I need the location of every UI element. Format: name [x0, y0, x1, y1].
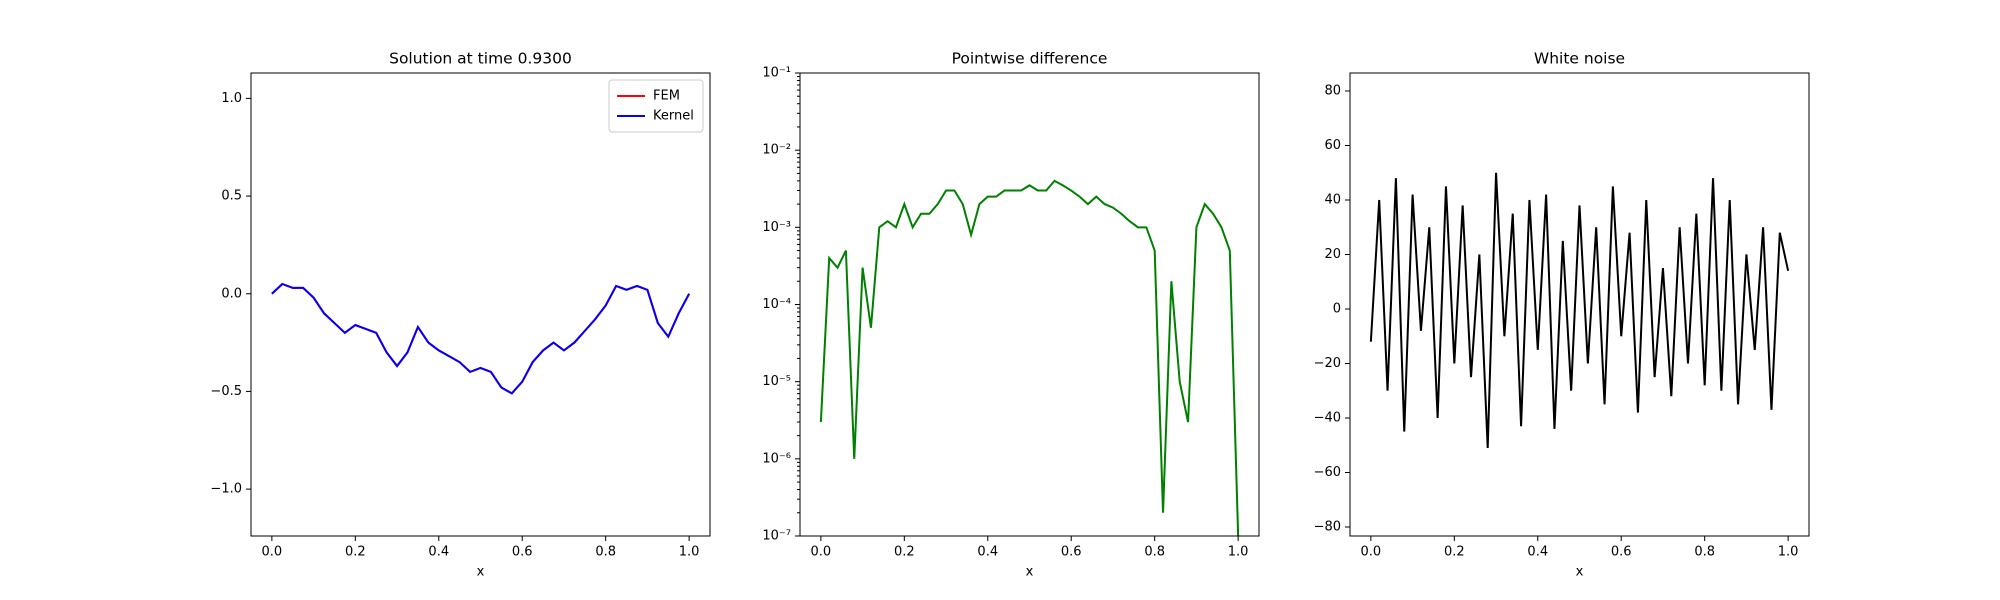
x-tick-label: 1.0: [679, 545, 700, 560]
y-tick-label: −80: [1314, 520, 1341, 535]
y-tick-label: −40: [1314, 411, 1341, 426]
y-tick-label: 20: [1324, 247, 1341, 262]
x-tick-label: 0.6: [1611, 545, 1632, 560]
x-axis-label: x: [477, 565, 485, 580]
x-axis-label: x: [1026, 565, 1034, 580]
y-tick-label: 10⁻¹: [762, 66, 791, 81]
y-tick-label: 10⁻⁶: [762, 451, 791, 466]
data-line: [1369, 172, 1790, 449]
x-tick-label: 1.0: [1778, 545, 1799, 560]
axes-frame: [799, 72, 1260, 537]
y-tick-label: 40: [1324, 192, 1341, 207]
y-tick-label: 0.5: [221, 189, 242, 204]
legend-label: Kernel: [653, 109, 694, 124]
y-tick-label: 80: [1324, 83, 1341, 98]
legend-label: FEM: [653, 89, 680, 104]
chart-title: White noise: [1534, 50, 1625, 68]
y-tick-label: 10⁻²: [762, 143, 791, 158]
x-tick-label: 0.8: [595, 545, 616, 560]
x-tick-label: 0.2: [1444, 545, 1465, 560]
y-tick-label: −60: [1314, 465, 1341, 480]
legend-box: [608, 79, 704, 133]
x-tick-label: 0.4: [428, 545, 449, 560]
y-tick-label: −1.0: [210, 482, 242, 497]
y-tick-label: 60: [1324, 138, 1341, 153]
y-tick-label: 10⁻⁴: [762, 297, 791, 312]
y-tick-label: 10⁻⁵: [762, 374, 791, 389]
data-line: [271, 282, 691, 395]
x-tick-label: 0.0: [262, 545, 283, 560]
y-tick-label: 10⁻⁷: [762, 529, 791, 544]
chart-title: Pointwise difference: [952, 50, 1108, 68]
x-tick-label: 0.8: [1144, 545, 1165, 560]
chart-title: Solution at time 0.9300: [389, 50, 572, 68]
data-line: [271, 282, 691, 395]
axes-frame: [250, 72, 711, 537]
x-tick-label: 0.0: [811, 545, 832, 560]
y-tick-label: −20: [1314, 356, 1341, 371]
x-tick-label: 0.0: [1361, 545, 1382, 560]
y-tick-label: −0.5: [210, 384, 242, 399]
x-tick-label: 0.4: [977, 545, 998, 560]
x-tick-label: 1.0: [1228, 545, 1249, 560]
x-tick-label: 0.4: [1527, 545, 1548, 560]
x-tick-label: 0.6: [1061, 545, 1082, 560]
y-tick-label: 10⁻³: [762, 220, 791, 235]
y-tick-label: 0: [1333, 301, 1341, 316]
x-tick-label: 0.8: [1694, 545, 1715, 560]
y-tick-label: 0.0: [221, 286, 242, 301]
y-tick-label: 1.0: [221, 91, 242, 106]
x-tick-label: 0.6: [512, 545, 533, 560]
x-tick-label: 0.2: [345, 545, 366, 560]
x-axis-label: x: [1576, 565, 1584, 580]
x-tick-label: 0.2: [894, 545, 915, 560]
axes-frame: [1349, 72, 1810, 537]
data-line: [819, 179, 1240, 537]
